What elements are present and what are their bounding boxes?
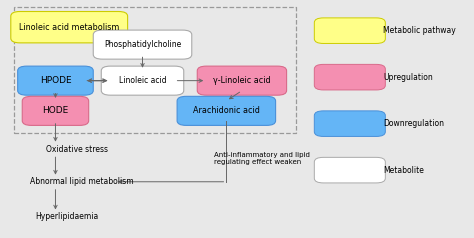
FancyBboxPatch shape <box>177 96 275 125</box>
Text: Upregulation: Upregulation <box>383 73 433 82</box>
Text: Arachidonic acid: Arachidonic acid <box>193 106 260 115</box>
Text: HODE: HODE <box>42 106 69 115</box>
Text: Metabolic pathway: Metabolic pathway <box>383 26 456 35</box>
Text: Metabolite: Metabolite <box>383 166 424 175</box>
FancyBboxPatch shape <box>314 111 385 136</box>
FancyBboxPatch shape <box>314 64 385 90</box>
Text: Linoleic acid metabolism: Linoleic acid metabolism <box>19 23 119 32</box>
FancyBboxPatch shape <box>22 96 89 125</box>
Text: Hyperlipidaemia: Hyperlipidaemia <box>35 212 98 221</box>
FancyBboxPatch shape <box>18 66 93 95</box>
Text: Linoleic acid: Linoleic acid <box>118 76 166 85</box>
FancyBboxPatch shape <box>197 66 287 95</box>
FancyBboxPatch shape <box>314 157 385 183</box>
Text: Oxidative stress: Oxidative stress <box>46 145 108 154</box>
Text: γ-Linoleic acid: γ-Linoleic acid <box>213 76 271 85</box>
FancyBboxPatch shape <box>11 11 128 43</box>
Text: HPODE: HPODE <box>40 76 71 85</box>
FancyBboxPatch shape <box>314 18 385 44</box>
Text: Anti-inflammatory and lipid
regulating effect weaken: Anti-inflammatory and lipid regulating e… <box>213 152 310 165</box>
Text: Phosphatidylcholine: Phosphatidylcholine <box>104 40 181 49</box>
Text: Downregulation: Downregulation <box>383 119 444 128</box>
FancyBboxPatch shape <box>101 66 184 95</box>
Text: Abnormal lipid metabolism: Abnormal lipid metabolism <box>30 177 134 186</box>
FancyBboxPatch shape <box>93 30 192 59</box>
